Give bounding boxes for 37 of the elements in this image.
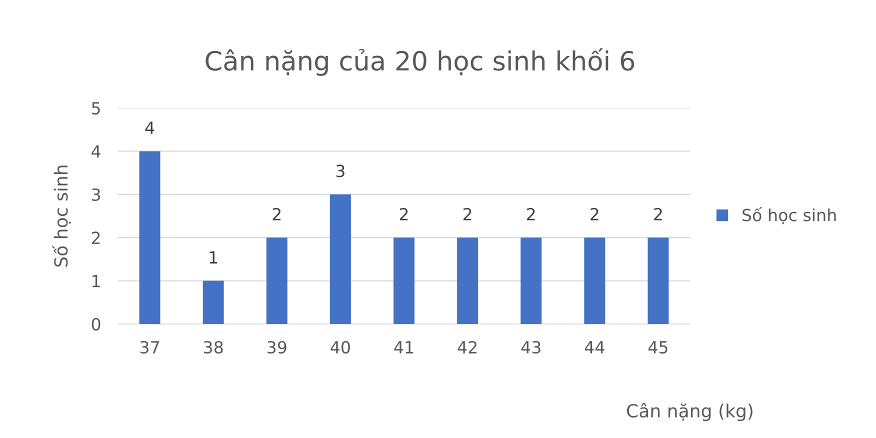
x-tick-label: 41 [394, 341, 414, 354]
x-tick-label: 45 [648, 341, 668, 354]
y-tick-label: 3 [92, 188, 100, 201]
x-tick-label: 42 [458, 340, 476, 354]
data-label: 1 [210, 251, 218, 264]
data-label: 2 [272, 208, 281, 220]
data-label: 2 [590, 208, 598, 220]
chart-title: Cân nặng của 20 học sinh khối 6 [206, 48, 634, 76]
bar [648, 238, 669, 324]
y-axis-title: Số học sinh [52, 166, 71, 267]
x-tick-label: 44 [584, 341, 604, 354]
x-axis-title: Cân nặng (kg) [627, 402, 752, 422]
bar [394, 238, 414, 324]
bar [520, 238, 542, 324]
x-tick-label: 40 [330, 340, 350, 354]
bar [202, 280, 224, 324]
data-label: 2 [400, 208, 408, 220]
y-tick-label: 1 [92, 274, 100, 288]
y-tick-label: 5 [92, 102, 100, 115]
y-tick-label: 4 [92, 145, 100, 158]
bar [330, 194, 351, 324]
x-tick-label: 37 [140, 340, 159, 354]
legend-label: Số học sinh [742, 207, 836, 224]
data-label: 2 [527, 208, 535, 220]
data-label: 2 [654, 208, 662, 220]
x-tick-label: 39 [268, 340, 286, 354]
data-label: 2 [463, 208, 472, 220]
x-tick-label: 43 [521, 340, 540, 354]
bar [266, 238, 288, 324]
x-tick-label: 38 [204, 340, 223, 354]
bar [584, 238, 606, 324]
y-tick-label: 2 [92, 232, 100, 244]
y-tick-label: 0 [92, 318, 100, 331]
bar [457, 238, 478, 324]
data-label: 4 [145, 122, 154, 134]
data-label: 3 [336, 164, 344, 178]
bar [139, 151, 160, 324]
